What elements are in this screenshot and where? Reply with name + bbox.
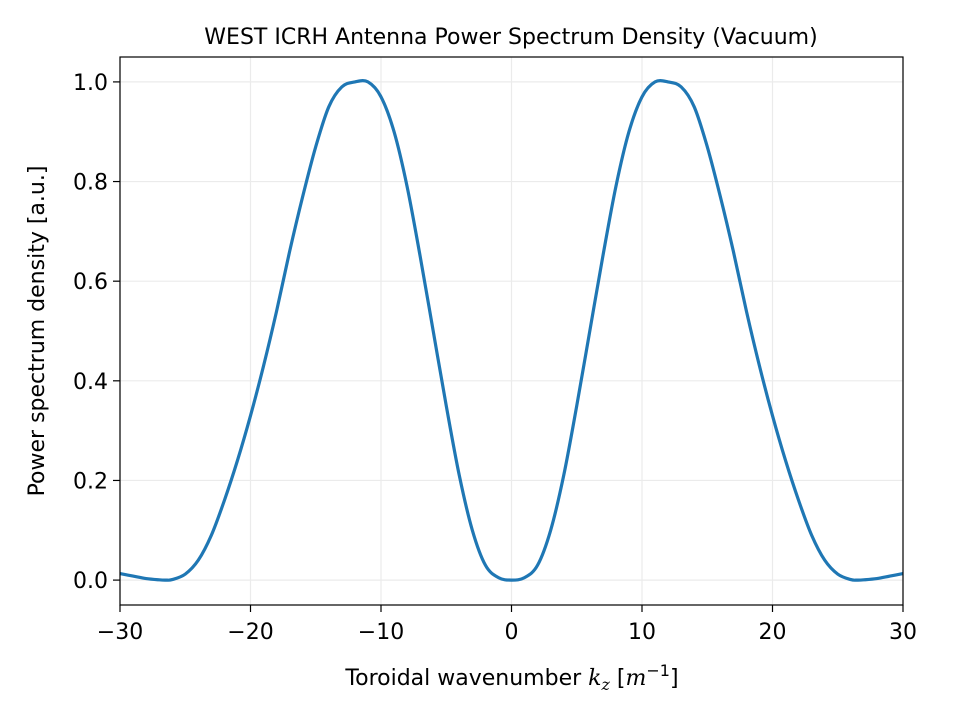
y-tick-label: 0.4 [73, 370, 108, 395]
x-tick-label: −10 [358, 620, 404, 645]
chart-title: WEST ICRH Antenna Power Spectrum Density… [204, 25, 817, 50]
x-tick-label: 30 [889, 620, 917, 645]
y-axis-label: Power spectrum density [a.u.] [25, 166, 50, 497]
y-tick-label: 0.2 [73, 469, 108, 494]
series-line [119, 78, 904, 582]
y-tick-label: 0.6 [73, 270, 108, 295]
y-tick-label: 1.0 [73, 71, 108, 96]
grid [119, 57, 904, 605]
y-tick-label: 0.0 [73, 569, 108, 594]
x-tick-label: 20 [759, 620, 787, 645]
x-axis-label: Toroidal wavenumber kz [m−1] [344, 661, 678, 694]
x-tick-label: 10 [628, 620, 656, 645]
x-axis: −30 −20 −10 0 10 20 30 [97, 605, 917, 645]
x-tick-label: 0 [505, 620, 519, 645]
x-tick-label: −30 [97, 620, 143, 645]
x-tick-label: −20 [227, 620, 273, 645]
plot-area [119, 78, 904, 582]
y-tick-label: 0.8 [73, 171, 108, 196]
y-axis: 0.0 0.2 0.4 0.6 0.8 1.0 [73, 71, 120, 594]
